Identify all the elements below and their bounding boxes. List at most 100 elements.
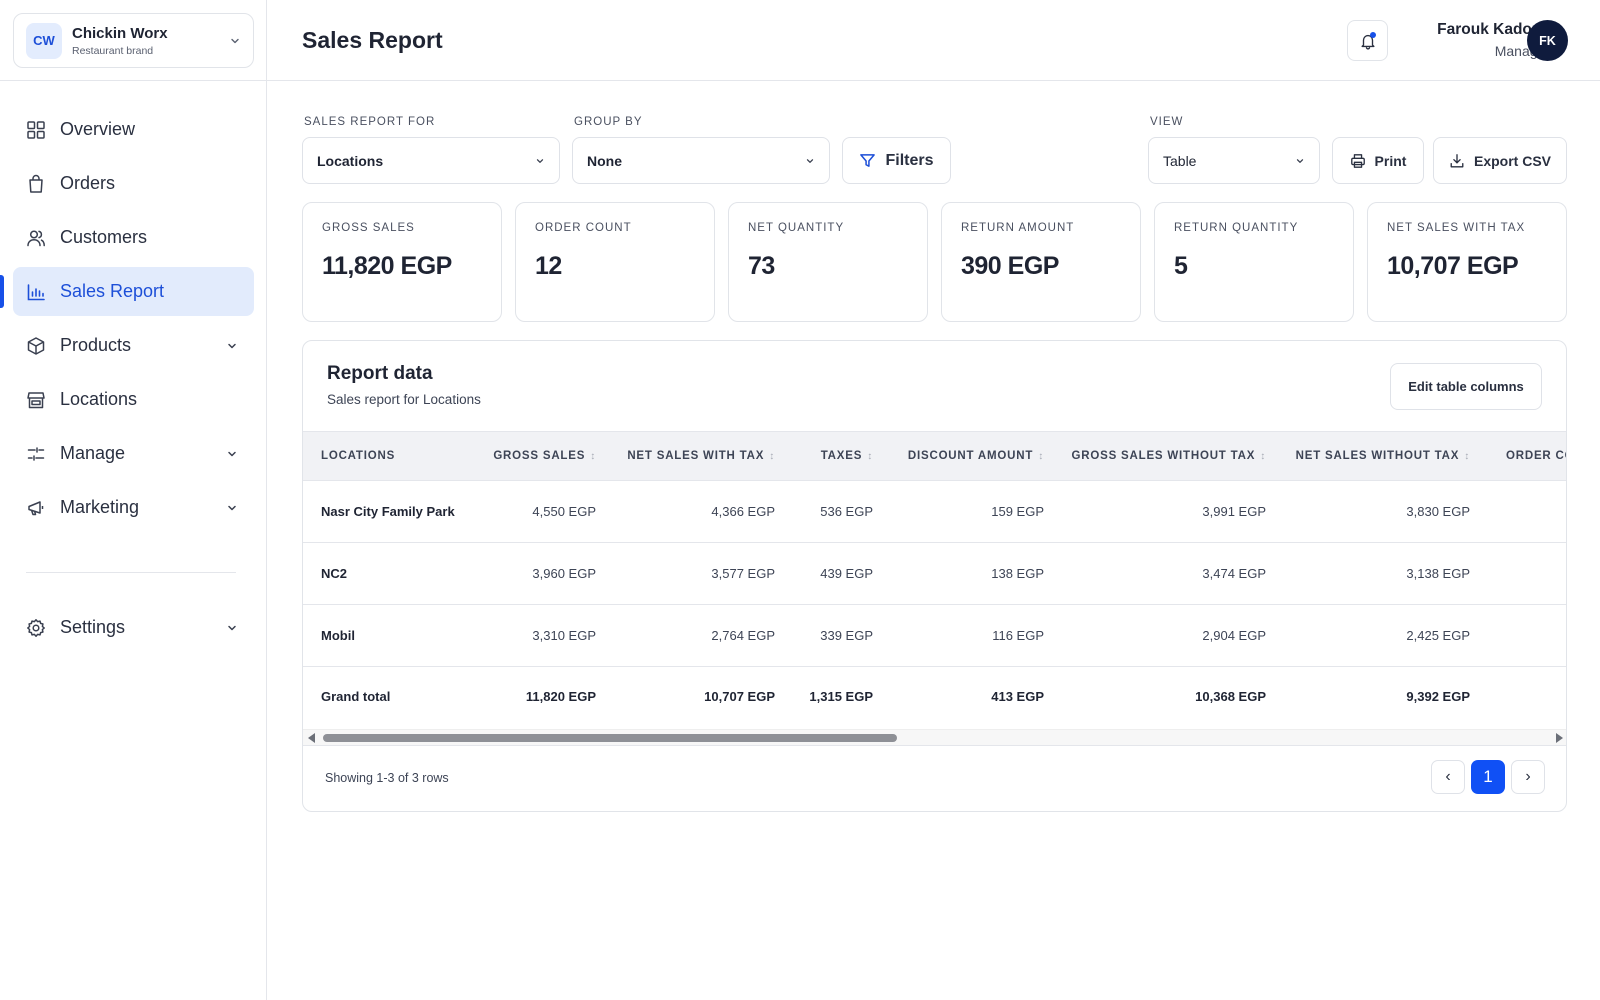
sidebar-item-marketing[interactable]: Marketing (13, 483, 254, 532)
cell-location: Grand total (321, 688, 391, 704)
stat-label: RETURN QUANTITY (1174, 222, 1299, 234)
horizontal-scrollbar[interactable] (303, 729, 1566, 745)
view-select[interactable]: Table (1148, 137, 1320, 184)
chevron-down-icon (228, 625, 236, 630)
export-csv-button[interactable]: Export CSV (1433, 137, 1567, 184)
brand-name: Chickin Worx (72, 24, 168, 42)
cell-location: Mobil (321, 628, 355, 643)
cell-discount-amount: 116 EGP (992, 628, 1044, 643)
report-table: LOCATIONS GROSS SALES ↕ NET SALES WITH TA… (303, 431, 1566, 726)
gear-icon (26, 618, 46, 638)
sidebar-item-label: Manage (60, 443, 126, 463)
cell-net-sales-with-tax: 3,577 EGP (711, 566, 775, 581)
notification-dot (1370, 32, 1376, 38)
cell-net-sales-without-tax: 2,425 EGP (1406, 628, 1470, 643)
column-header-gross-sales-without-tax[interactable]: GROSS SALES WITHOUT TAX ↕ (1071, 450, 1266, 462)
report-panel: Report data Sales report for Locations E… (302, 340, 1567, 812)
sort-icon[interactable]: ↕ (590, 451, 596, 462)
cell-gross-sales: 3,960 EGP (532, 566, 596, 581)
column-header-taxes[interactable]: TAXES ↕ (820, 450, 873, 462)
chevron-down-icon (231, 38, 239, 43)
stat-label: GROSS SALES (322, 222, 415, 234)
cell-gross-sales-without-tax: 3,474 EGP (1202, 566, 1266, 581)
chevron-down-icon (228, 451, 236, 456)
sidebar-item-label: Marketing (60, 497, 140, 517)
notifications-button[interactable] (1347, 20, 1388, 61)
sidebar-item-label: Locations (60, 389, 138, 409)
cell-net-sales-with-tax: 4,366 EGP (711, 504, 775, 519)
cell-location: NC2 (321, 566, 348, 581)
megaphone-icon (26, 498, 46, 518)
brand-badge: CW (26, 22, 62, 59)
sliders-icon (26, 444, 46, 464)
next-page-button[interactable]: › (1511, 760, 1545, 794)
sort-icon[interactable]: ↕ (1464, 451, 1470, 462)
cell-location: Nasr City Family Park (321, 504, 455, 519)
page-title: Sales Report (302, 27, 443, 53)
chevron-down-icon (806, 158, 814, 163)
sort-icon[interactable]: ↕ (1038, 451, 1044, 462)
top-bar: Sales Report Farouk Kadous Manager FK (267, 0, 1600, 81)
prev-page-button[interactable]: ‹ (1431, 760, 1465, 794)
sidebar-divider (0, 80, 267, 81)
table-row[interactable]: Mobil 3,310 EGP 2,764 EGP 339 EGP 116 EG… (303, 605, 1566, 667)
scroll-left-arrow-icon[interactable] (308, 733, 315, 743)
sidebar: CW Chickin Worx Restaurant brand Overvie… (0, 0, 267, 1000)
sidebar-item-products[interactable]: Products (13, 321, 254, 370)
table-header-row: LOCATIONS GROSS SALES ↕ NET SALES WITH TA… (303, 431, 1566, 481)
report-table-container: LOCATIONS GROSS SALES ↕ NET SALES WITH TA… (303, 431, 1566, 729)
sidebar-item-customers[interactable]: Customers (13, 213, 254, 262)
scrollbar-thumb[interactable] (323, 734, 897, 742)
cell-net-sales-with-tax: 10,707 EGP (704, 688, 775, 704)
export-csv-label: Export CSV (1473, 152, 1551, 169)
stat-label: NET SALES WITH TAX (1387, 222, 1526, 234)
sidebar-item-overview[interactable]: Overview (13, 105, 254, 154)
cell-gross-sales-without-tax: 10,368 EGP (1195, 688, 1266, 704)
cell-order-count (1470, 481, 1566, 543)
cell-net-sales-without-tax: 9,392 EGP (1406, 688, 1470, 704)
column-header-net-sales-with-tax[interactable]: NET SALES WITH TAX ↕ (627, 450, 775, 462)
filters-button[interactable]: Filters (842, 137, 951, 184)
sidebar-item-manage[interactable]: Manage (13, 429, 254, 478)
sidebar-item-settings[interactable]: Settings (13, 603, 254, 652)
brand-subtitle: Restaurant brand (72, 44, 154, 57)
scroll-right-arrow-icon[interactable] (1556, 733, 1563, 743)
table-row[interactable]: Nasr City Family Park 4,550 EGP 4,366 EG… (303, 481, 1566, 543)
sidebar-divider (26, 572, 236, 573)
sidebar-item-locations[interactable]: Locations (13, 375, 254, 424)
column-header-discount-amount[interactable]: DISCOUNT AMOUNT ↕ (907, 450, 1044, 462)
chevron-down-icon (1296, 158, 1304, 163)
table-row[interactable]: NC2 3,960 EGP 3,577 EGP 439 EGP 138 EGP … (303, 543, 1566, 605)
stat-value: 12 (535, 252, 562, 280)
chevron-down-icon (536, 158, 544, 163)
view-label: VIEW (1150, 116, 1184, 128)
cell-taxes: 1,315 EGP (809, 688, 873, 704)
group-by-select[interactable]: None (572, 137, 830, 184)
column-header-net-sales-without-tax[interactable]: NET SALES WITHOUT TAX ↕ (1295, 450, 1470, 462)
store-icon (26, 390, 46, 410)
column-header-locations[interactable]: LOCATIONS (321, 450, 396, 462)
sidebar-item-sales-report[interactable]: Sales Report (0, 267, 254, 316)
report-for-select[interactable]: Locations (302, 137, 560, 184)
sort-icon[interactable]: ↕ (1260, 451, 1266, 462)
cell-discount-amount: 413 EGP (991, 688, 1044, 704)
column-header-order-count[interactable]: ORDER CO (1506, 450, 1566, 462)
column-header-gross-sales[interactable]: GROSS SALES ↕ (493, 450, 596, 462)
print-button[interactable]: Print (1332, 137, 1424, 184)
brand-switcher[interactable]: CW Chickin Worx Restaurant brand (13, 13, 254, 68)
sort-icon[interactable]: ↕ (769, 451, 775, 462)
download-icon (1449, 153, 1465, 169)
stat-value: 10,707 EGP (1387, 252, 1519, 280)
rows-count-text: Showing 1-3 of 3 rows (325, 771, 449, 785)
sidebar-item-orders[interactable]: Orders (13, 159, 254, 208)
page-1-button[interactable]: 1 (1471, 760, 1505, 794)
avatar[interactable]: FK (1527, 20, 1568, 61)
stat-card-return-quantity: RETURN QUANTITY 5 (1154, 202, 1354, 322)
stat-label: ORDER COUNT (535, 222, 632, 234)
edit-table-columns-button[interactable]: Edit table columns (1390, 363, 1542, 410)
stat-value: 11,820 EGP (322, 252, 452, 280)
sidebar-item-label: Settings (60, 617, 126, 637)
filter-icon (859, 152, 876, 169)
sort-icon[interactable]: ↕ (867, 451, 873, 462)
users-icon (26, 228, 46, 248)
